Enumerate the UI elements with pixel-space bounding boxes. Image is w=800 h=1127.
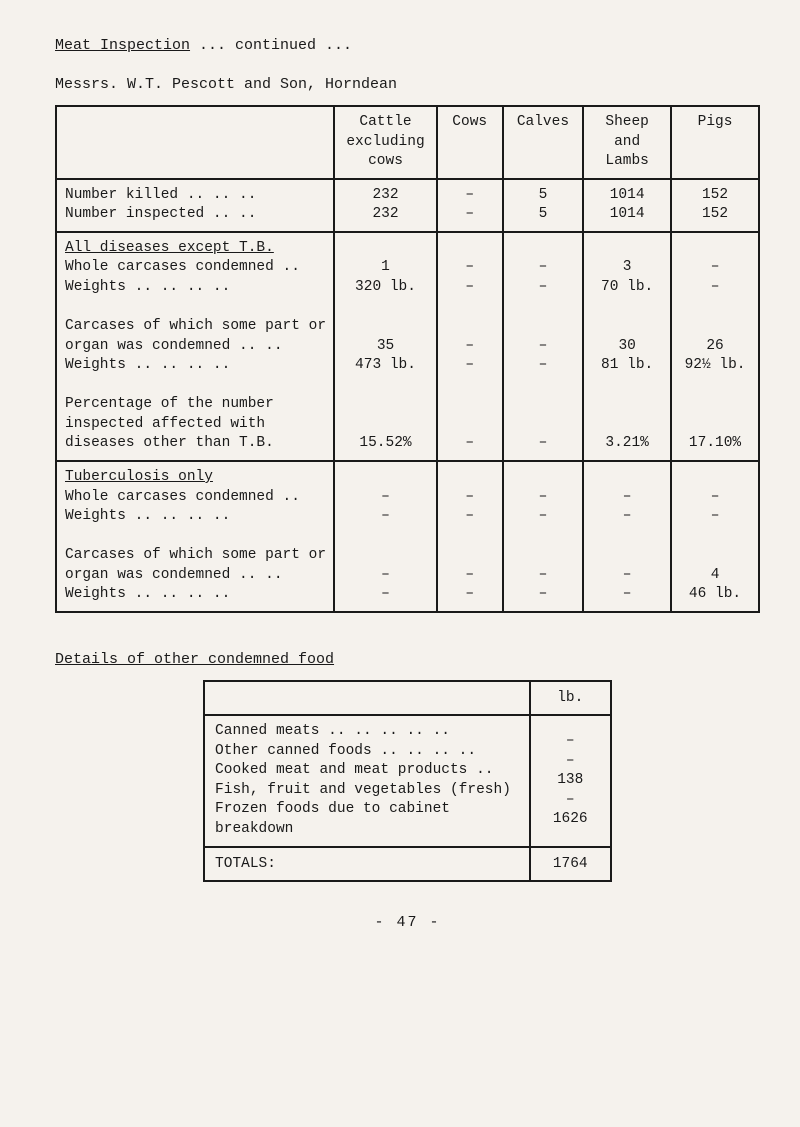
data-cell: –– –– –	[503, 232, 584, 461]
col-header: Pigs	[671, 106, 759, 179]
row-label-cell: Number killed .. .. ..Number inspected .…	[56, 179, 334, 232]
heading-rest: ... continued ...	[190, 37, 352, 54]
col-header: Calves	[503, 106, 584, 179]
col-header	[56, 106, 334, 179]
data-cell: 10141014	[583, 179, 671, 232]
totals-label: TOTALS:	[204, 847, 530, 881]
details-values: ––138–1626	[530, 715, 611, 846]
data-cell: 152152	[671, 179, 759, 232]
data-cell: –– ––	[583, 461, 671, 612]
details-col-header	[204, 681, 530, 715]
row-label-cell: All diseases except T.B.Whole carcases c…	[56, 232, 334, 461]
details-heading: Details of other condemned food	[55, 649, 760, 670]
table-section: Tuberculosis onlyWhole carcases condemne…	[56, 461, 759, 612]
details-table-head: lb.	[204, 681, 611, 715]
data-cell: –– 446 lb.	[671, 461, 759, 612]
heading-underlined: Meat Inspection	[55, 37, 190, 54]
col-header: Cows	[437, 106, 503, 179]
inspection-table: CattleexcludingcowsCowsCalvesSheepandLam…	[55, 105, 760, 613]
details-col-header: lb.	[530, 681, 611, 715]
page-number: - 47 -	[55, 912, 760, 933]
table-section: Number killed .. .. ..Number inspected .…	[56, 179, 759, 232]
data-cell: 370 lb. 3081 lb. 3.21%	[583, 232, 671, 461]
details-table-body: Canned meats .. .. .. .. ..Other canned …	[204, 715, 611, 846]
details-table: lb. Canned meats .. .. .. .. ..Other can…	[203, 680, 612, 882]
col-header: SheepandLambs	[583, 106, 671, 179]
data-cell: –– ––	[503, 461, 584, 612]
data-cell: –– 2692½ lb. 17.10%	[671, 232, 759, 461]
row-label-cell: Tuberculosis onlyWhole carcases condemne…	[56, 461, 334, 612]
data-cell: 1320 lb. 35473 lb. 15.52%	[334, 232, 437, 461]
data-cell: ––	[437, 179, 503, 232]
data-cell: 232232	[334, 179, 437, 232]
inspection-table-head: CattleexcludingcowsCowsCalvesSheepandLam…	[56, 106, 759, 179]
details-table-foot: TOTALS:1764	[204, 847, 611, 881]
table-section: All diseases except T.B.Whole carcases c…	[56, 232, 759, 461]
details-labels: Canned meats .. .. .. .. ..Other canned …	[204, 715, 530, 846]
col-header: Cattleexcludingcows	[334, 106, 437, 179]
page-heading: Meat Inspection ... continued ...	[55, 35, 760, 56]
source-line: Messrs. W.T. Pescott and Son, Horndean	[55, 74, 760, 95]
totals-value: 1764	[530, 847, 611, 881]
data-cell: –– ––	[334, 461, 437, 612]
data-cell: 55	[503, 179, 584, 232]
data-cell: –– ––	[437, 461, 503, 612]
inspection-table-body: Number killed .. .. ..Number inspected .…	[56, 179, 759, 612]
data-cell: –– –– –	[437, 232, 503, 461]
